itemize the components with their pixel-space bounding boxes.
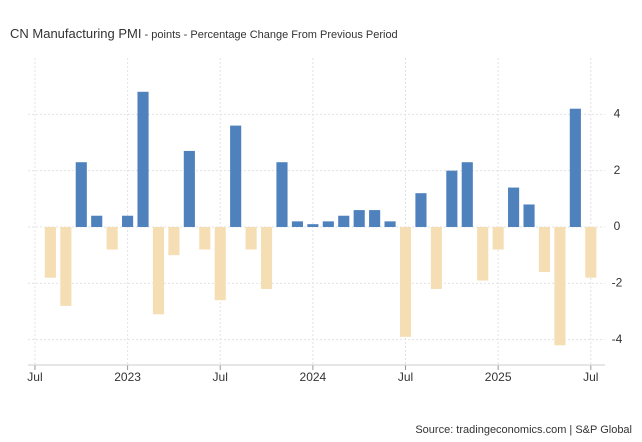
bar [322,221,334,227]
y-tick-label: 2 [614,163,621,177]
bar [291,221,303,227]
bar [199,226,211,250]
bar [230,125,242,227]
bar [276,162,288,227]
y-tick-label: 4 [614,107,621,121]
bar [307,224,319,227]
bar [461,162,473,227]
bar [508,187,520,227]
bar [122,215,134,227]
bar [569,108,581,227]
bar [353,210,365,227]
bar [399,226,412,337]
bar [260,226,273,289]
chart-title-group: CN Manufacturing PMI - points - Percenta… [10,26,398,41]
chart-title: CN Manufacturing PMI [10,26,142,41]
y-tick-label: 0 [614,219,621,233]
x-tick-label: Jul [398,370,413,384]
x-tick-label: 2024 [300,370,327,384]
bar [369,210,381,227]
source: Source: tradingeconomics.com | S&P Globa… [415,424,632,436]
bar [168,226,180,256]
bar [384,221,396,227]
bar [60,226,72,306]
chart-subtitle: - points - Percentage Change From Previo… [142,29,398,41]
bar [75,162,87,227]
bar [554,226,566,346]
bar [446,170,458,227]
bar [214,226,226,301]
bar [538,226,551,273]
bar [44,226,56,278]
bar [338,215,350,227]
x-tick-label: 2025 [485,370,512,384]
bar [106,226,118,250]
bar [91,215,103,227]
bar [477,226,489,281]
bar [137,91,149,227]
bar [523,204,535,227]
bar [245,226,257,250]
y-tick-label: -4 [612,332,623,346]
x-tick-label: Jul [583,370,598,384]
bar [492,226,504,250]
bar [430,226,442,289]
bar [415,193,427,227]
bar [183,150,195,227]
bar [585,226,597,278]
x-tick-label: Jul [27,370,42,384]
x-tick-label: 2023 [114,370,141,384]
bar [152,226,165,315]
x-tick-label: Jul [213,370,228,384]
y-tick-label: -2 [612,275,623,289]
